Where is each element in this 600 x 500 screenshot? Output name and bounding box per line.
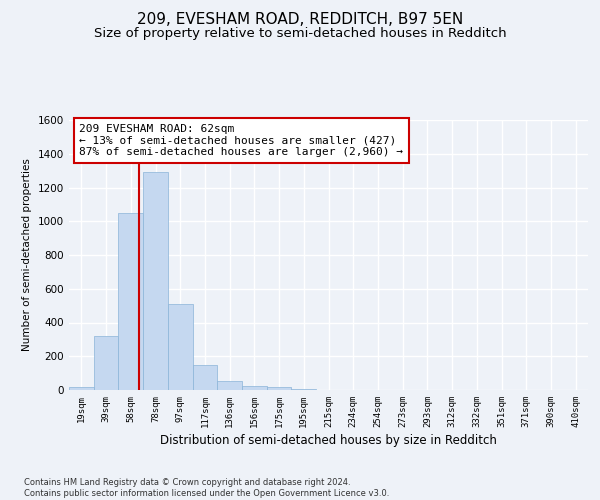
- Y-axis label: Number of semi-detached properties: Number of semi-detached properties: [22, 158, 32, 352]
- Text: 209, EVESHAM ROAD, REDDITCH, B97 5EN: 209, EVESHAM ROAD, REDDITCH, B97 5EN: [137, 12, 463, 28]
- Bar: [242, 386, 267, 390]
- Text: 209 EVESHAM ROAD: 62sqm
← 13% of semi-detached houses are smaller (427)
87% of s: 209 EVESHAM ROAD: 62sqm ← 13% of semi-de…: [79, 124, 403, 157]
- Text: Contains HM Land Registry data © Crown copyright and database right 2024.
Contai: Contains HM Land Registry data © Crown c…: [24, 478, 389, 498]
- Bar: [94, 336, 118, 390]
- Bar: [193, 364, 217, 390]
- Bar: [267, 388, 292, 390]
- Bar: [292, 389, 316, 390]
- X-axis label: Distribution of semi-detached houses by size in Redditch: Distribution of semi-detached houses by …: [160, 434, 497, 447]
- Bar: [69, 388, 94, 390]
- Text: Size of property relative to semi-detached houses in Redditch: Size of property relative to semi-detach…: [94, 28, 506, 40]
- Bar: [217, 380, 242, 390]
- Bar: [143, 172, 168, 390]
- Bar: [118, 213, 143, 390]
- Bar: [168, 304, 193, 390]
